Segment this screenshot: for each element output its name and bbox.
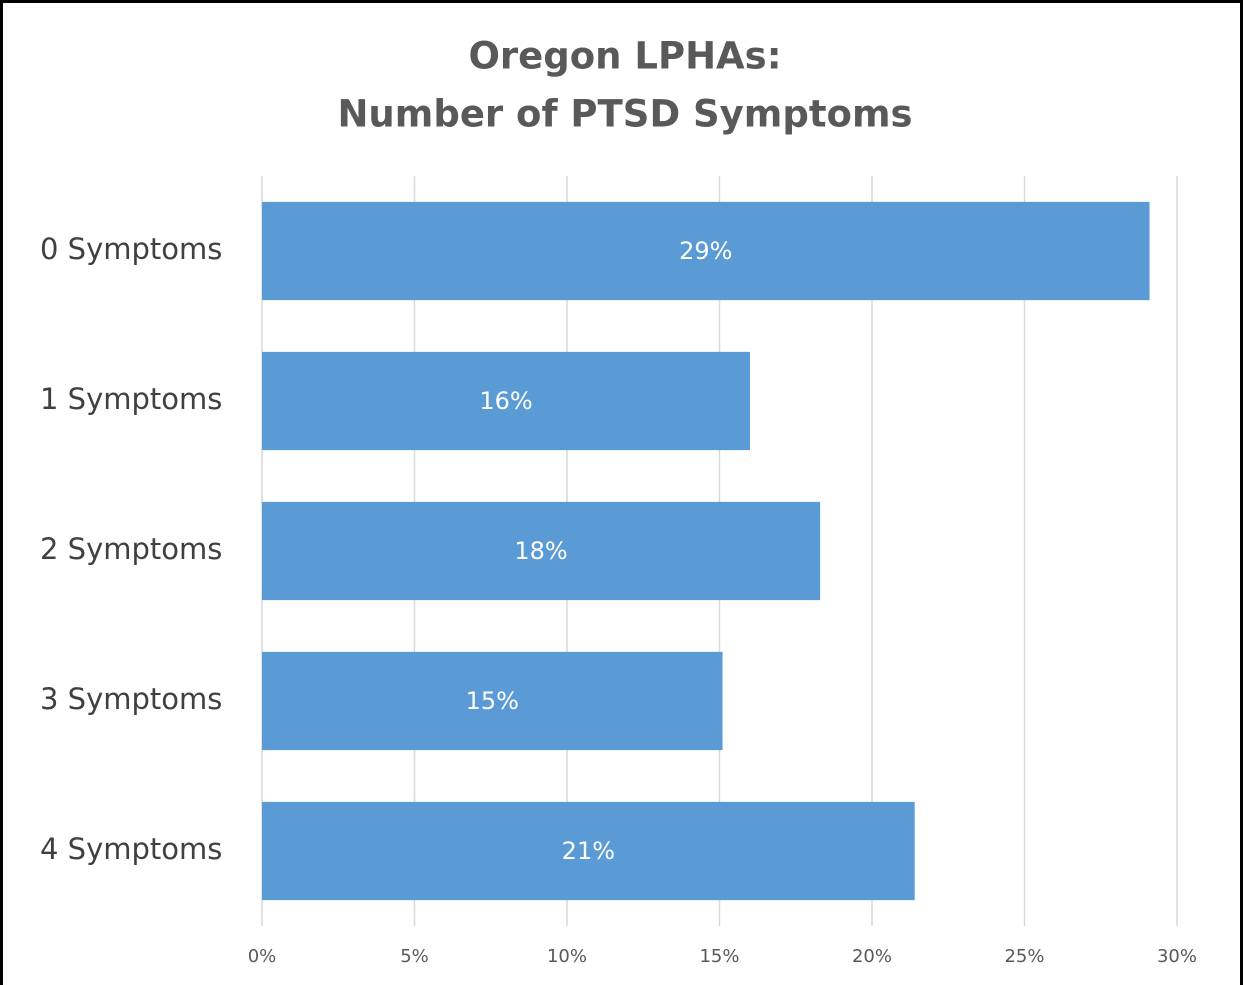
bar	[262, 501, 821, 601]
x-tick-label: 0%	[248, 946, 277, 967]
y-tick-label: 0 Symptoms	[40, 232, 222, 266]
y-tick-label: 1 Symptoms	[40, 382, 222, 416]
y-tick-label: 3 Symptoms	[40, 682, 222, 716]
data-label: 16%	[479, 387, 532, 415]
x-tick-label: 25%	[1004, 946, 1044, 967]
y-tick-label: 4 Symptoms	[40, 832, 222, 866]
x-tick-label: 5%	[400, 946, 429, 967]
bar	[262, 801, 915, 901]
x-tick-label: 15%	[699, 946, 739, 967]
y-tick-label: 2 Symptoms	[40, 532, 222, 566]
data-label: 15%	[466, 687, 519, 715]
x-tick-label: 20%	[852, 946, 892, 967]
bar	[262, 351, 750, 451]
data-label: 21%	[562, 837, 615, 865]
data-label: 18%	[514, 537, 567, 565]
x-tick-label: 30%	[1157, 946, 1197, 967]
chart-title: Number of PTSD Symptoms	[337, 93, 912, 136]
bar	[262, 201, 1150, 301]
chart-title: Oregon LPHAs:	[468, 35, 781, 78]
data-label: 29%	[679, 237, 732, 265]
bar	[262, 651, 723, 751]
x-tick-label: 10%	[547, 946, 587, 967]
